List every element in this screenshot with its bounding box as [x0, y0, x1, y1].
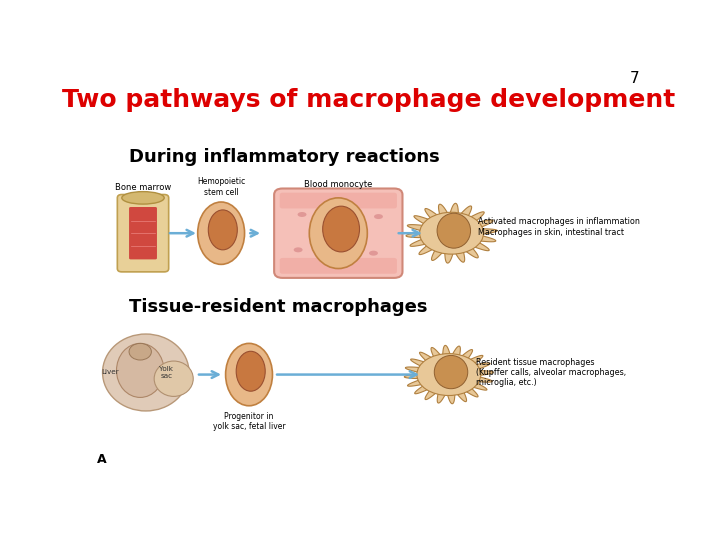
- Text: Progenitor in
yolk sac, fetal liver: Progenitor in yolk sac, fetal liver: [212, 412, 285, 431]
- Ellipse shape: [310, 198, 367, 268]
- Ellipse shape: [117, 343, 164, 397]
- Ellipse shape: [198, 202, 245, 265]
- Ellipse shape: [323, 206, 359, 252]
- Text: 7: 7: [630, 71, 639, 86]
- Text: Yolk
sac: Yolk sac: [159, 366, 174, 379]
- Ellipse shape: [236, 352, 265, 391]
- Text: Liver: Liver: [101, 369, 119, 375]
- Ellipse shape: [297, 212, 307, 217]
- FancyBboxPatch shape: [274, 188, 402, 278]
- Text: Two pathways of macrophage development: Two pathways of macrophage development: [63, 87, 675, 112]
- Ellipse shape: [294, 247, 302, 252]
- Ellipse shape: [225, 343, 272, 406]
- Ellipse shape: [102, 334, 189, 411]
- Ellipse shape: [374, 214, 383, 219]
- Ellipse shape: [154, 361, 193, 396]
- Polygon shape: [406, 204, 498, 263]
- Text: Bone marrow: Bone marrow: [115, 183, 171, 192]
- Ellipse shape: [129, 343, 151, 360]
- Text: A: A: [96, 453, 107, 466]
- FancyBboxPatch shape: [279, 193, 397, 208]
- FancyBboxPatch shape: [279, 258, 397, 274]
- Ellipse shape: [417, 354, 481, 395]
- Text: Hemopoietic
stem cell: Hemopoietic stem cell: [197, 177, 246, 197]
- FancyBboxPatch shape: [129, 207, 157, 259]
- Ellipse shape: [437, 213, 471, 248]
- Ellipse shape: [208, 210, 238, 250]
- Text: Tissue-resident macrophages: Tissue-resident macrophages: [129, 298, 428, 316]
- Ellipse shape: [369, 251, 378, 255]
- Ellipse shape: [434, 355, 468, 389]
- Text: Activated macrophages in inflammation
Macrophages in skin, intestinal tract: Activated macrophages in inflammation Ma…: [478, 217, 639, 237]
- Ellipse shape: [420, 212, 484, 254]
- Text: During inflammatory reactions: During inflammatory reactions: [129, 148, 440, 166]
- Polygon shape: [405, 346, 493, 404]
- FancyBboxPatch shape: [117, 194, 168, 272]
- Text: Resident tissue macrophages
(Kupffer calls, alveolar macrophages,
microglia, etc: Resident tissue macrophages (Kupffer cal…: [476, 357, 626, 387]
- Ellipse shape: [122, 192, 164, 204]
- Text: Blood monocyte: Blood monocyte: [304, 179, 372, 188]
